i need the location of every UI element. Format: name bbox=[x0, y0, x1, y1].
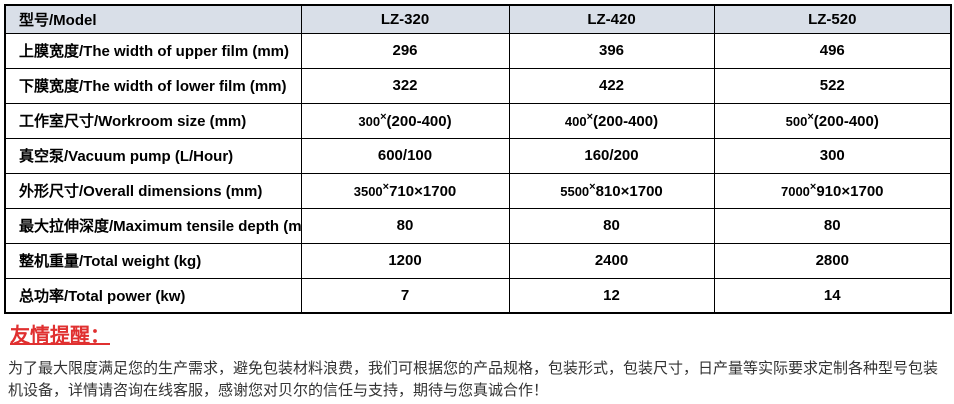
spec-value-segment: 910×1700 bbox=[816, 183, 884, 200]
spec-value-segment: (200-400) bbox=[593, 113, 659, 130]
spec-table-head: 型号/Model LZ-320 LZ-420 LZ-520 bbox=[4, 4, 952, 34]
spec-value-segment: × bbox=[809, 181, 817, 193]
table-row: 总功率/Total power (kw) 7 12 14 bbox=[4, 277, 952, 314]
spec-value-segment: × bbox=[807, 111, 814, 123]
spec-value: 600/100 bbox=[300, 137, 510, 174]
spec-value: 2800 bbox=[713, 242, 952, 279]
table-row: 最大拉伸深度/Maximum tensile depth (mm) 80 80 80 bbox=[4, 207, 952, 244]
spec-value: 80 bbox=[713, 207, 952, 244]
spec-label: 上膜宽度/The width of upper film (mm) bbox=[4, 32, 302, 69]
spec-label: 最大拉伸深度/Maximum tensile depth (mm) bbox=[4, 207, 302, 244]
spec-value: 300 bbox=[713, 137, 952, 174]
spec-label: 总功率/Total power (kw) bbox=[4, 277, 302, 314]
table-row: 下膜宽度/The width of lower film (mm) 322 422 5… bbox=[4, 67, 952, 104]
spec-value: 80 bbox=[300, 207, 510, 244]
spec-value-segment: (200-400) bbox=[386, 113, 452, 130]
reminder-title: 友情提醒： bbox=[10, 325, 110, 347]
spec-value: 400×(200-400) bbox=[508, 102, 715, 139]
spec-label: 外形尺寸/Overall dimensions (mm) bbox=[4, 172, 302, 209]
spec-value: 3500×710×1700 bbox=[300, 172, 510, 209]
model-column-header: LZ-520 bbox=[713, 4, 952, 34]
table-row: 整机重量/Total weight (kg) 1200 2400 2800 bbox=[4, 242, 952, 279]
reminder-section: 友情提醒： 为了最大限度满足您的生产需求，避免包装材料浪费，我们可根据您的产品规… bbox=[4, 314, 954, 402]
spec-value: 422 bbox=[508, 67, 715, 104]
spec-table-body: 上膜宽度/The width of upper film (mm) 296 396 4… bbox=[4, 32, 952, 314]
table-row: 工作室尺寸/Workroom size (mm) 300×(200-400) 400… bbox=[4, 102, 952, 139]
spec-value-segment: 710×1700 bbox=[389, 183, 457, 200]
spec-value: 496 bbox=[713, 32, 952, 69]
table-row: 真空泵/Vacuum pump (L/Hour) 600/100 160/200 30… bbox=[4, 137, 952, 174]
spec-value: 160/200 bbox=[508, 137, 715, 174]
table-row: 外形尺寸/Overall dimensions (mm) 3500×710×170… bbox=[4, 172, 952, 209]
model-column-header: LZ-420 bbox=[508, 4, 715, 34]
spec-value: 1200 bbox=[300, 242, 510, 279]
spec-value: 12 bbox=[508, 277, 715, 314]
spec-label: 整机重量/Total weight (kg) bbox=[4, 242, 302, 279]
spec-value-segment: 400 bbox=[564, 114, 587, 129]
spec-value-segment: × bbox=[589, 181, 596, 193]
spec-value-segment: 3500 bbox=[353, 184, 383, 199]
spec-value: 296 bbox=[300, 32, 510, 69]
spec-label: 工作室尺寸/Workroom size (mm) bbox=[4, 102, 302, 139]
table-row: 上膜宽度/The width of upper film (mm) 296 396 4… bbox=[4, 32, 952, 69]
spec-label: 真空泵/Vacuum pump (L/Hour) bbox=[4, 137, 302, 174]
spec-value-segment: × bbox=[586, 111, 594, 123]
header-row: 型号/Model LZ-320 LZ-420 LZ-520 bbox=[4, 4, 952, 34]
model-column-header: LZ-320 bbox=[300, 4, 510, 34]
spec-value-segment: 7000 bbox=[780, 184, 810, 199]
spec-value-segment: 300 bbox=[358, 114, 381, 129]
spec-value: 396 bbox=[508, 32, 715, 69]
spec-value-segment: 500 bbox=[785, 114, 808, 129]
reminder-body: 为了最大限度满足您的生产需求，避免包装材料浪费，我们可根据您的产品规格，包装形式… bbox=[8, 360, 939, 399]
spec-label: 下膜宽度/The width of lower film (mm) bbox=[4, 67, 302, 104]
spec-value-segment: × bbox=[380, 111, 387, 123]
spec-value: 7 bbox=[300, 277, 510, 314]
spec-value-segment: 5500 bbox=[560, 184, 590, 199]
model-header-label: 型号/Model bbox=[4, 4, 302, 34]
spec-value: 322 bbox=[300, 67, 510, 104]
spec-value: 80 bbox=[508, 207, 715, 244]
spec-value: 14 bbox=[713, 277, 952, 314]
spec-value: 5500×810×1700 bbox=[508, 172, 715, 209]
spec-value-segment: 810×1700 bbox=[595, 183, 663, 200]
spec-value: 2400 bbox=[508, 242, 715, 279]
spec-value: 300×(200-400) bbox=[300, 102, 510, 139]
spec-table: 型号/Model LZ-320 LZ-420 LZ-520 上膜宽度/The widt… bbox=[4, 4, 952, 314]
spec-value: 522 bbox=[713, 67, 952, 104]
spec-value: 7000×910×1700 bbox=[713, 172, 952, 209]
spec-value-segment: (200-400) bbox=[813, 113, 879, 130]
spec-value-segment: × bbox=[382, 181, 390, 193]
spec-value: 500×(200-400) bbox=[713, 102, 952, 139]
